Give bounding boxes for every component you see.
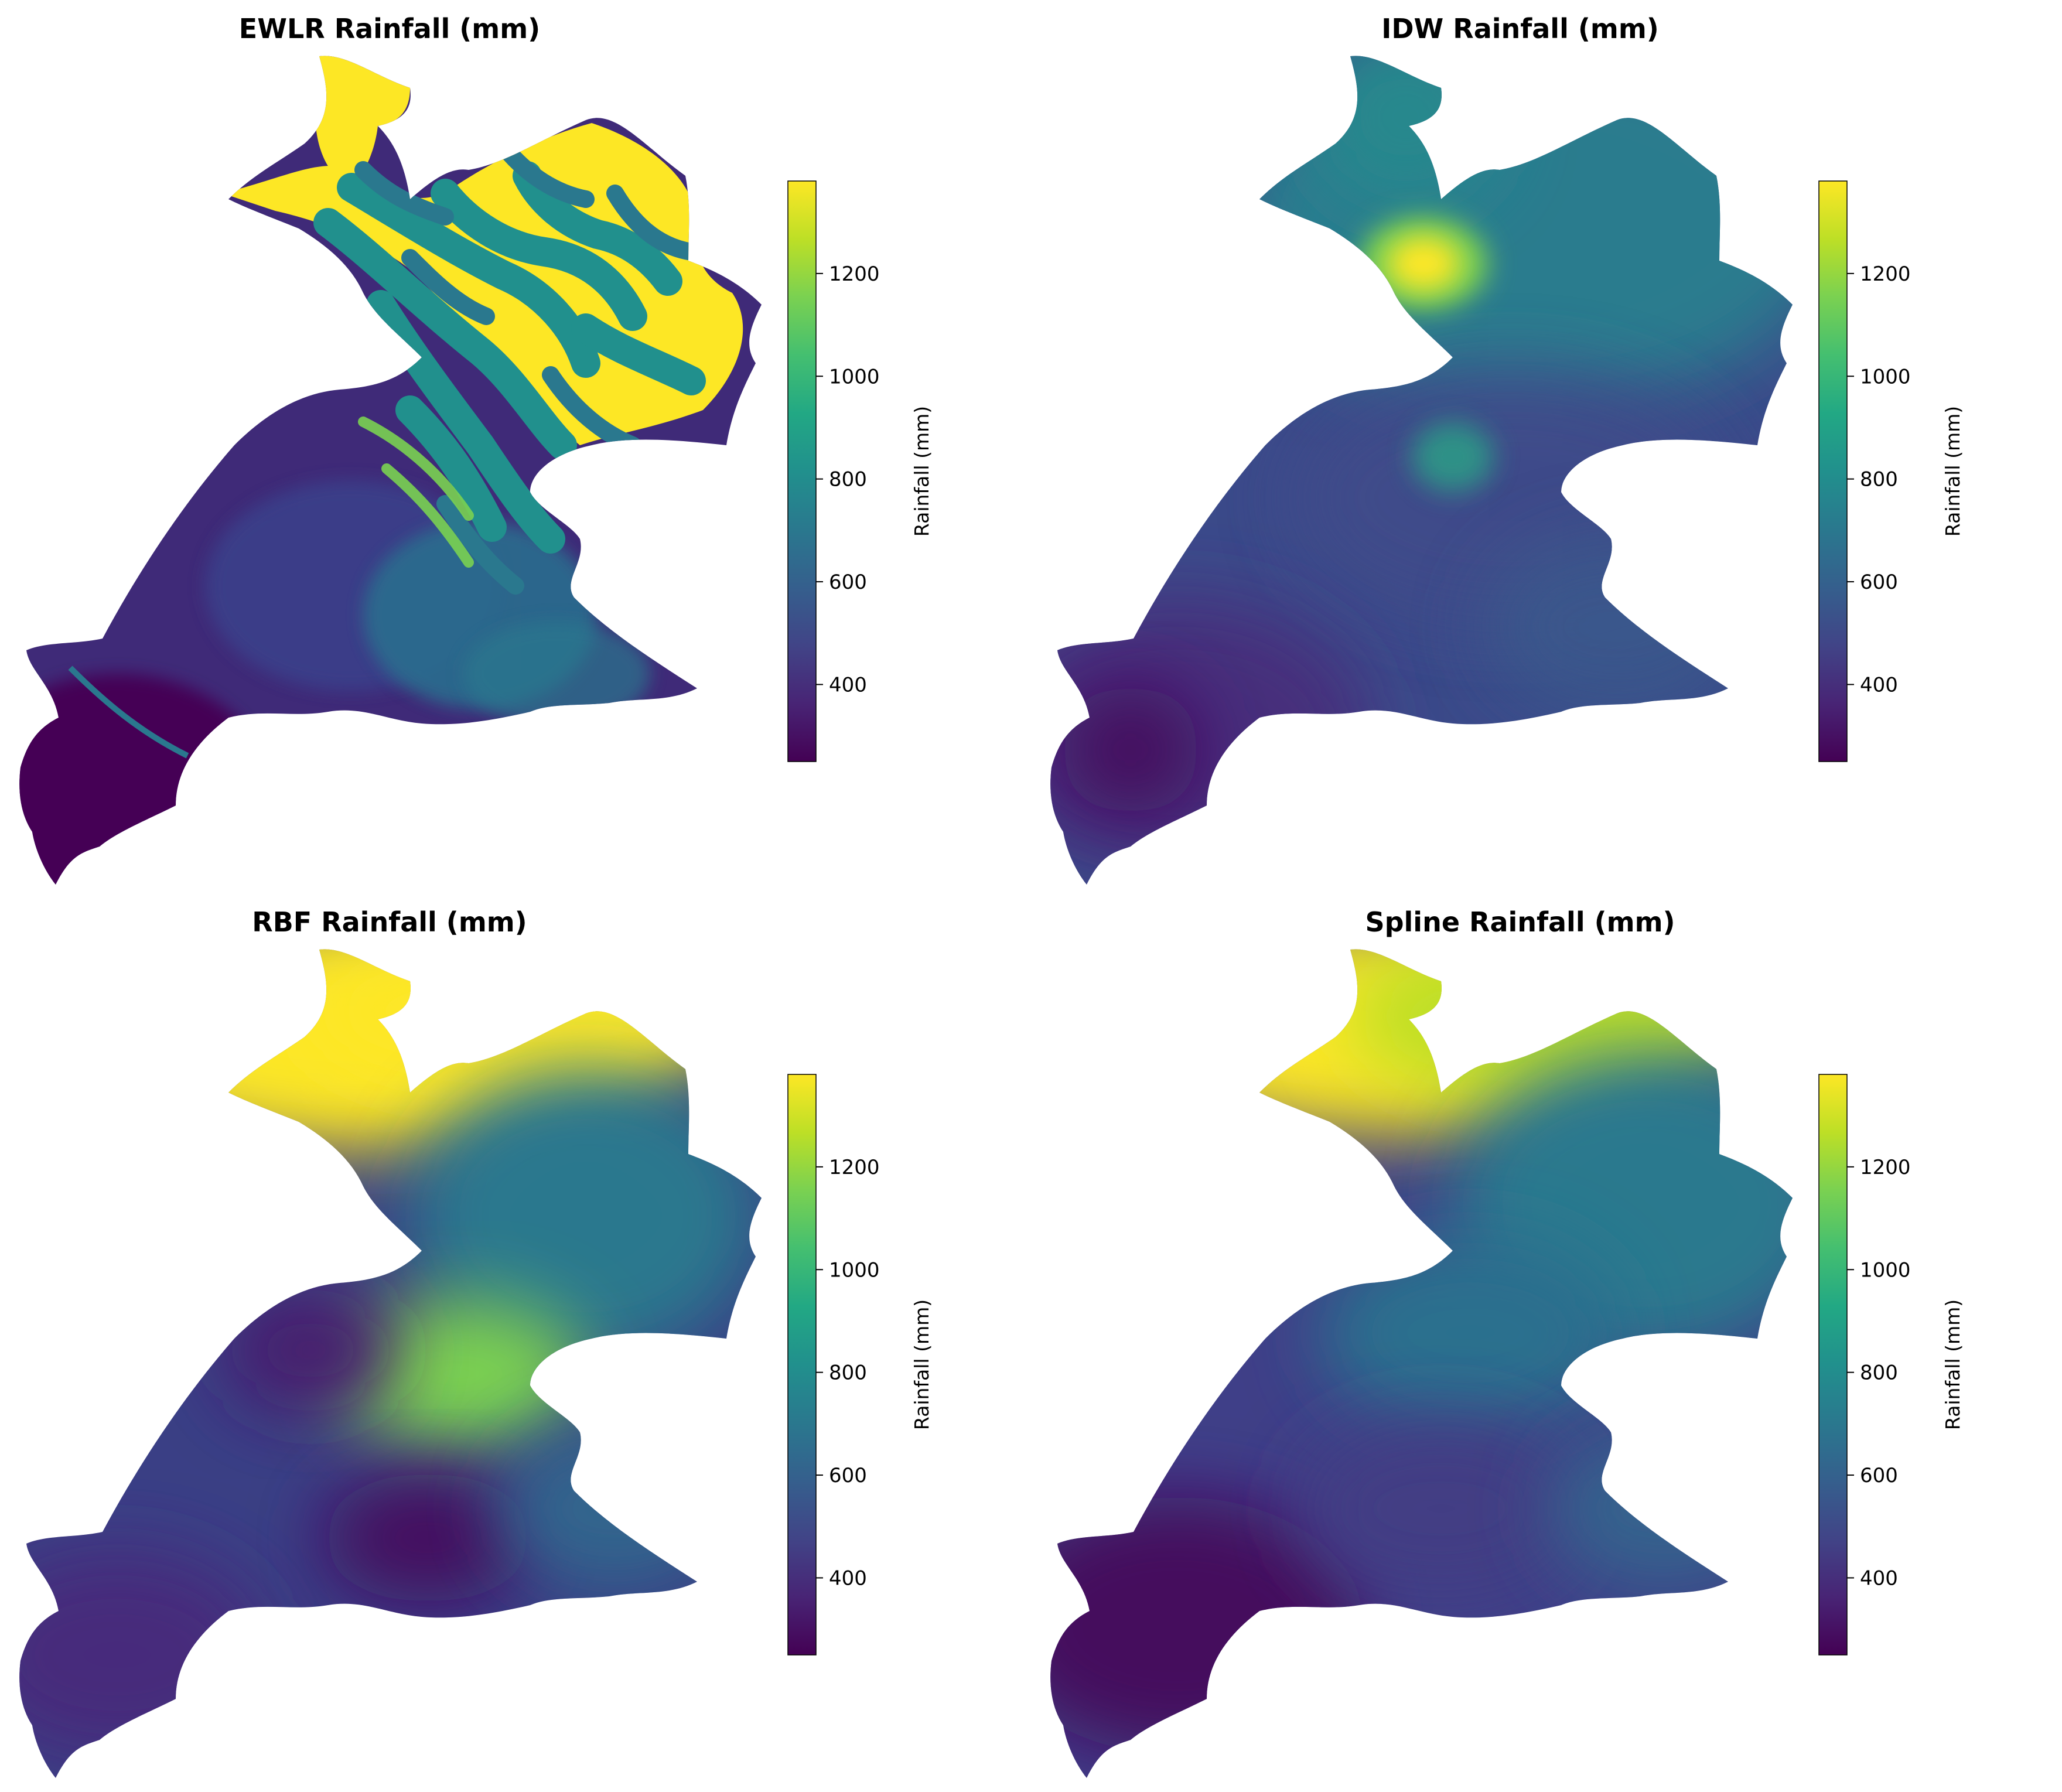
map-title: Spline Rainfall (mm) <box>1365 906 1675 938</box>
rainfall-map-ewlr: 400 600 800 1000 1200 Rainfall (mm) <box>19 56 933 885</box>
map-title: IDW Rainfall (mm) <box>1381 13 1659 45</box>
colorbar-label: Rainfall (mm) <box>1941 1299 1964 1430</box>
colorbar-tick-label: 1200 <box>1860 1156 1911 1179</box>
colorbar: 400 600 800 1000 1200 Rainfall (mm) <box>787 1074 933 1656</box>
colorbar-label: Rainfall (mm) <box>910 406 933 537</box>
map-panel-idw: 400 600 800 1000 1200 Rainfall (mm) IDW Rainf… <box>1031 0 2062 893</box>
colorbar-tick-label: 600 <box>829 1464 867 1487</box>
colorbar-tick-label: 1000 <box>829 365 880 388</box>
map-panel-rbf: 400 600 800 1000 1200 Rainfall (mm) RBF Rainf… <box>0 893 1031 1787</box>
rainfall-surface <box>19 949 762 1779</box>
colorbar-tick-label: 400 <box>829 1566 867 1590</box>
map-panel-spline: 400 600 800 1000 1200 Rainfall (mm) Spline Ra… <box>1031 893 2062 1787</box>
colorbar: 400 600 800 1000 1200 Rainfall (mm) <box>787 180 933 762</box>
colorbar: 400 600 800 1000 1200 Rainfall (mm) <box>1818 1074 1964 1656</box>
colorbar-tick-label: 800 <box>1860 468 1898 491</box>
colorbar-tick-label: 1200 <box>1860 262 1911 286</box>
colorbar-label: Rainfall (mm) <box>910 1299 933 1430</box>
colorbar-ramp <box>787 180 817 762</box>
rainfall-surface <box>19 56 762 885</box>
colorbar-tick-label: 400 <box>1860 673 1898 697</box>
rainfall-map-rbf: 400 600 800 1000 1200 Rainfall (mm) <box>19 949 933 1779</box>
map-title: EWLR Rainfall (mm) <box>238 13 541 45</box>
rainfall-map-idw: 400 600 800 1000 1200 Rainfall (mm) <box>1050 56 1964 885</box>
map-panel-ewlr: 400 600 800 1000 1200 Rainfall (mm) EWLR Rain… <box>0 0 1031 893</box>
rainfall-surface <box>1050 56 1793 885</box>
map-title: RBF Rainfall (mm) <box>252 906 527 938</box>
colorbar-tick-label: 800 <box>829 468 867 491</box>
colorbar-tick-label: 400 <box>829 673 867 697</box>
colorbar-tick-label: 600 <box>1860 1464 1898 1487</box>
colorbar-tick-label: 800 <box>829 1361 867 1385</box>
colorbar: 400 600 800 1000 1200 Rainfall (mm) <box>1818 180 1964 762</box>
colorbar-ramp <box>1818 180 1848 762</box>
colorbar-ramp <box>787 1074 817 1656</box>
colorbar-tick-label: 600 <box>1860 571 1898 594</box>
colorbar-tick-label: 1000 <box>1860 365 1911 388</box>
colorbar-tick-label: 1200 <box>829 1156 880 1179</box>
colorbar-tick-label: 800 <box>1860 1361 1898 1385</box>
colorbar-tick-label: 1000 <box>1860 1258 1911 1282</box>
colorbar-tick-label: 400 <box>1860 1566 1898 1590</box>
rainfall-surface <box>1050 949 1793 1779</box>
colorbar-tick-label: 1000 <box>829 1258 880 1282</box>
colorbar-tick-label: 1200 <box>829 262 880 286</box>
colorbar-label: Rainfall (mm) <box>1941 406 1964 537</box>
rainfall-map-spline: 400 600 800 1000 1200 Rainfall (mm) <box>1050 949 1964 1779</box>
colorbar-ramp <box>1818 1074 1848 1656</box>
colorbar-tick-label: 600 <box>829 571 867 594</box>
